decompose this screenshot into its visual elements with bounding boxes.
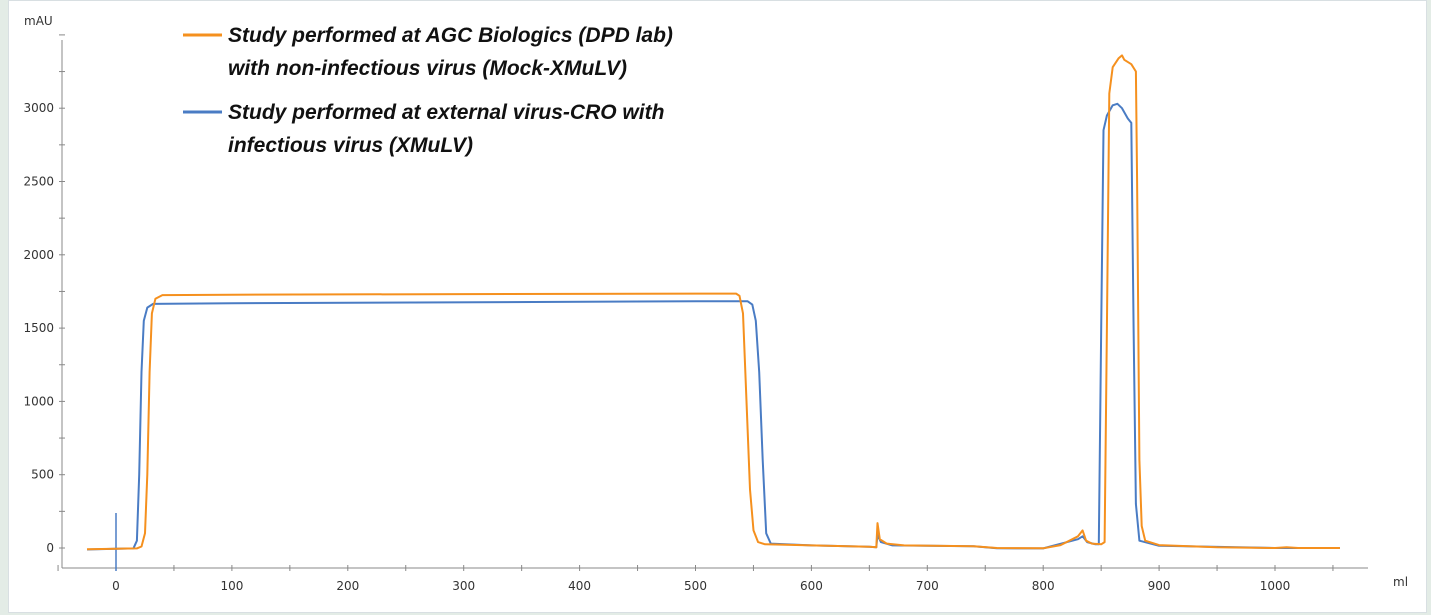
legend-label-0: with non-infectious virus (Mock-XMuLV) — [228, 57, 627, 80]
chart-panel — [8, 0, 1427, 613]
series-line-0 — [86, 54, 1340, 551]
x-tick-label: 300 — [452, 579, 475, 593]
legend-label-1: infectious virus (XMuLV) — [228, 134, 473, 157]
x-tick-label: 0 — [112, 579, 120, 593]
y-tick-label: 0 — [46, 541, 54, 555]
y-tick-label: 1500 — [23, 321, 54, 335]
x-axis-label: ml — [1393, 575, 1408, 589]
x-tick-label: 500 — [684, 579, 707, 593]
x-tick-label: 800 — [1032, 579, 1055, 593]
series-lines — [86, 54, 1340, 551]
legend-label-0: Study performed at AGC Biologics (DPD la… — [228, 24, 673, 47]
x-tick-label: 100 — [220, 579, 243, 593]
legend-label-1: Study performed at external virus-CRO wi… — [228, 101, 664, 124]
y-tick-label: 500 — [31, 468, 54, 482]
axes: 0 500 1000 1500 2000 2500 3000 0 100 200 300 400 500… — [23, 34, 1368, 593]
x-tick-label: 200 — [336, 579, 359, 593]
y-tick-label: 1000 — [23, 394, 54, 408]
x-tick-label: 400 — [568, 579, 591, 593]
y-tick-label: 3000 — [23, 101, 54, 115]
legend: Study performed at AGC Biologics (DPD la… — [183, 24, 673, 157]
y-tick-label: 2500 — [23, 175, 54, 189]
x-tick-label: 900 — [1148, 579, 1171, 593]
y-axis-label: mAU — [24, 14, 53, 28]
x-tick-label: 600 — [800, 579, 823, 593]
x-tick-label: 1000 — [1260, 579, 1291, 593]
x-tick-label: 700 — [916, 579, 939, 593]
series-line-1 — [86, 102, 1340, 551]
y-tick-label: 2000 — [23, 248, 54, 262]
